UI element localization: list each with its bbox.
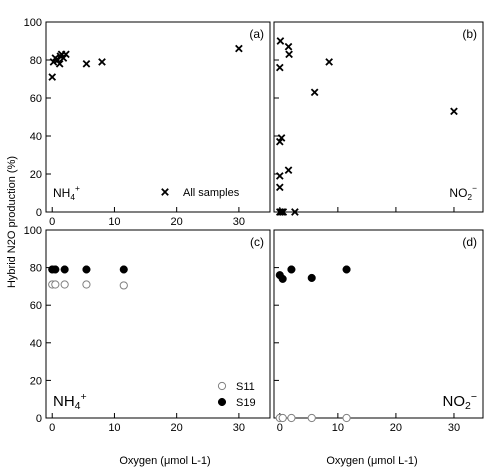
y-tick-label: 0 [36,207,42,219]
x-tick-label: 20 [390,422,402,434]
y-tick-label: 80 [30,55,42,67]
data-point [342,265,351,274]
panel-label-c: NH4+ [53,391,87,412]
x-tick-label: 10 [108,422,120,434]
data-point [291,208,299,216]
data-point [275,172,284,180]
data-point [342,413,351,423]
data-point [119,265,128,274]
panel-c: 0 20 40 60 80 100 0 10 20 30 (c) NH4+ S11 S19 [24,225,271,434]
x-tick-label: 20 [171,216,183,228]
panel-frame-c [45,229,271,419]
data-point [62,50,70,59]
panel-d: 0 10 20 30 (d) NO2− [273,229,484,434]
data-point [276,37,285,45]
panel-frame-d [273,229,484,419]
y-tick-label: 100 [24,17,42,29]
legend-marker [217,381,227,391]
x-tick-label: 30 [233,422,245,434]
legend-marker [161,188,169,196]
y-tick-label: 60 [30,300,42,312]
y-tick-label: 40 [30,131,42,143]
data-point [51,265,60,274]
data-point [310,88,319,97]
x-tick-label: 20 [171,422,183,434]
panel-label-b: NO2− [449,183,477,202]
x-tick-label: 30 [448,422,460,434]
data-point [275,183,284,192]
y-tick-label: 40 [30,338,42,350]
panel-frame-a [45,21,271,213]
data-point [119,281,128,290]
data-point [450,107,458,116]
y-tick-label: 20 [30,375,42,387]
y-tick-label: 20 [30,169,42,181]
data-point [277,134,286,142]
data-point [55,59,64,68]
y-tick-label: 80 [30,263,42,275]
x-axis-title-left: Oxygen (μmol L-1) [119,455,210,467]
data-point [277,208,286,216]
data-point [284,42,293,51]
y-tick-label: 0 [36,413,42,425]
data-point [279,208,288,216]
x-axis-title-right: Oxygen (μmol L-1) [326,455,417,467]
data-point [287,265,296,274]
panel-letter-d: (d) [462,235,477,249]
data-point [59,54,68,62]
x-tick-label: 10 [108,216,120,228]
data-point [307,413,316,423]
data-point [51,280,60,289]
data-point [278,274,287,283]
panel-letter-c: (c) [250,235,264,249]
data-point [48,73,57,81]
panel-frame-b [273,21,484,213]
panel-label-a: NH4+ [53,183,80,202]
x-tick-label: 0 [49,216,55,228]
panel-b: (b) NO2− [273,21,484,216]
data-point [60,265,69,274]
data-point [235,44,243,53]
legend-label: S11 [236,381,255,393]
x-tick-label: 10 [332,422,344,434]
x-tick-label: 0 [277,422,283,434]
data-point [82,59,91,68]
data-point [82,265,91,274]
y-axis-title: Hybrid N2O production (%) [6,156,18,288]
data-point [278,413,287,423]
data-point [82,280,91,289]
legend-label: All samples [183,187,240,199]
data-point [53,56,62,64]
x-tick-label: 0 [49,422,55,434]
data-point [275,137,284,146]
data-point [98,58,106,66]
panel-letter-a: (a) [249,27,264,41]
legend-marker [217,397,227,407]
data-point [287,413,296,423]
data-point [325,58,333,66]
legend-label: S19 [236,397,256,409]
data-point [307,273,316,282]
data-point [49,58,58,66]
panel-a: 0 20 40 60 80 100 0 10 20 30 (a) NH4+ All samples [24,17,271,228]
panel-letter-b: (b) [462,27,477,41]
x-tick-label: 30 [233,216,245,228]
panel-label-d: NO2− [443,391,477,412]
data-point [60,280,69,289]
data-point [285,50,293,59]
data-point [275,63,284,72]
y-tick-label: 100 [24,225,42,237]
y-tick-label: 60 [30,93,42,105]
data-point [284,166,293,175]
